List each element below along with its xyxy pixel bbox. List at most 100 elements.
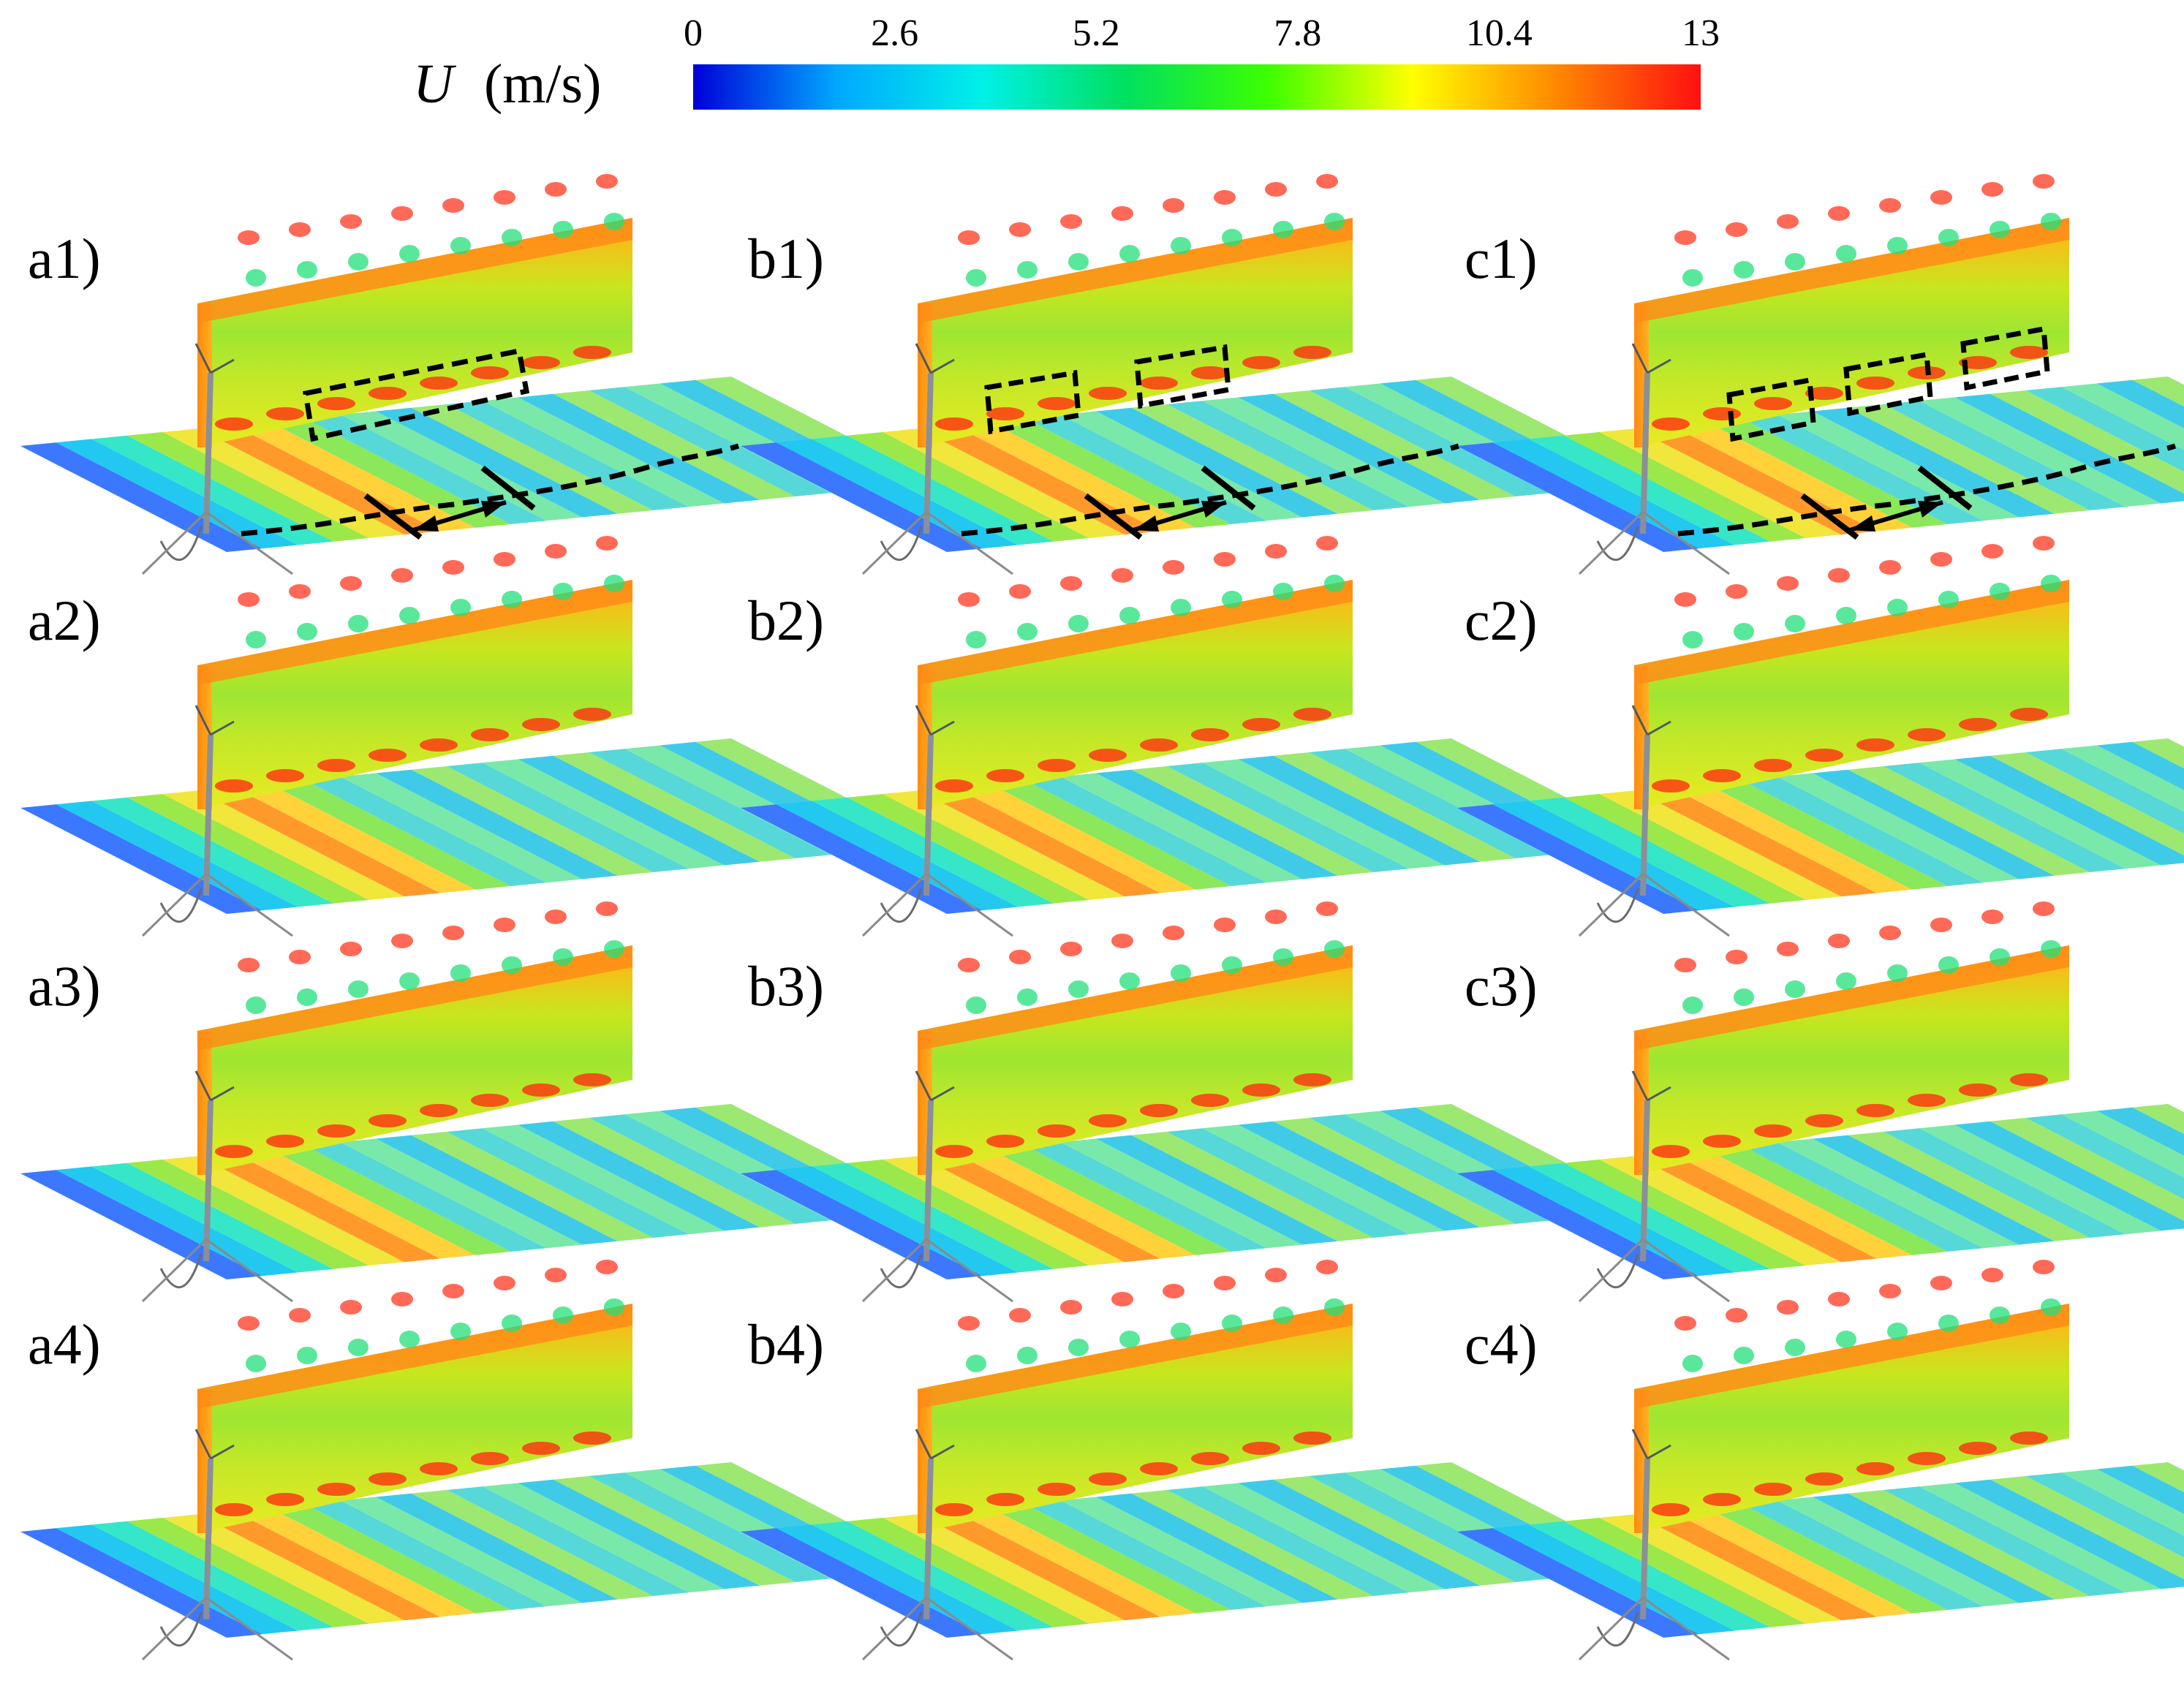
sea-surface-band	[1457, 804, 1699, 914]
turbine-blade	[915, 1429, 932, 1459]
top-vortex-mark	[1981, 1268, 2003, 1282]
mooring-line	[926, 1238, 1013, 1303]
sea-surface-band	[304, 1500, 547, 1610]
sea-surface-band	[233, 1149, 476, 1259]
sea-surface-band	[1167, 763, 1409, 872]
wake-core-mark	[1273, 1306, 1293, 1324]
wake-core-mark	[502, 1315, 522, 1332]
wake-core-mark	[297, 1347, 317, 1364]
tip-vortex-mark	[1703, 769, 1741, 782]
wake-core-mark	[1324, 1298, 1345, 1316]
tip-vortex-mark	[1754, 759, 1792, 772]
turbine-blade	[915, 1070, 932, 1101]
tip-vortex-mark	[986, 1135, 1024, 1148]
top-vortex-mark	[1111, 206, 1133, 221]
sea-surface-band	[1274, 1476, 1516, 1586]
panel-label: b1)	[748, 227, 824, 290]
mooring-line	[141, 872, 208, 937]
sea-surface-plane	[741, 1104, 1658, 1279]
top-vortex-mark	[545, 544, 567, 559]
mooring-line	[861, 1238, 928, 1303]
panel-label: a2)	[28, 589, 101, 652]
mooring-line	[926, 510, 1013, 575]
tip-vortex-mark	[1908, 1094, 1946, 1107]
turbine-tower	[203, 1100, 214, 1262]
top-vortex-mark	[596, 901, 618, 916]
sea-surface-band	[447, 401, 689, 510]
sea-surface-band	[1131, 766, 1374, 876]
top-vortex-mark	[238, 1316, 260, 1331]
panel-c2: c2)	[1457, 536, 2184, 937]
sea-surface-band	[126, 794, 369, 904]
top-vortex-mark	[545, 909, 567, 924]
panel-label: b4)	[748, 1312, 824, 1376]
tip-vortex-mark	[2010, 708, 2048, 721]
sea-surface-band	[2025, 1114, 2184, 1200]
top-vortex-mark	[596, 174, 618, 189]
sea-surface-band	[198, 787, 440, 897]
top-vortex-mark	[545, 182, 567, 197]
sea-surface-band	[2132, 1104, 2184, 1135]
top-vortex-mark	[1930, 190, 1952, 205]
tip-vortex-mark	[317, 1483, 355, 1496]
mooring-line	[1642, 1596, 1730, 1661]
wake-plane-surface	[918, 945, 1353, 1175]
sea-surface-band	[1528, 1162, 1770, 1273]
turbine-blade	[1647, 720, 1671, 736]
mooring-line	[205, 1596, 293, 1661]
wake-core-mark	[297, 261, 317, 279]
mooring-line	[159, 526, 203, 561]
top-vortex-mark	[1265, 182, 1287, 197]
top-vortex-mark	[1214, 1276, 1236, 1290]
wake-core-mark	[348, 253, 369, 271]
wake-core-mark	[246, 1355, 266, 1372]
sea-surface-band	[1309, 1114, 1552, 1224]
wake-core-mark	[604, 940, 624, 958]
sea-surface-plane	[20, 738, 937, 914]
tip-vortex-mark	[420, 738, 458, 752]
arrow-head	[413, 515, 439, 532]
wake-core-mark	[1324, 940, 1345, 958]
sea-surface-band	[1706, 1504, 1948, 1614]
wake-core-mark	[1119, 1331, 1140, 1348]
dashed-box	[1843, 351, 1933, 417]
tip-vortex-mark	[1089, 1114, 1127, 1127]
sea-surface-band	[2061, 1111, 2184, 1178]
wind-turbine	[141, 1429, 293, 1661]
dashed-box	[303, 347, 530, 442]
wake-core-mark	[1887, 237, 1908, 254]
tip-vortex-mark	[1959, 1442, 1997, 1455]
sea-surface-band	[2061, 745, 2184, 812]
wavelength-tick	[1201, 465, 1256, 511]
turbine-tower	[1640, 372, 1650, 534]
top-vortex-mark	[1111, 568, 1133, 583]
tip-vortex-mark	[1089, 387, 1127, 400]
wake-core-mark	[502, 229, 522, 246]
sea-surface-band	[953, 1507, 1196, 1617]
top-vortex-mark	[1316, 174, 1338, 189]
turbine-blade	[210, 1444, 235, 1460]
tip-vortex-mark	[1242, 1442, 1280, 1455]
wake-core-mark	[2041, 1298, 2061, 1316]
wake-plane-surface	[1634, 1304, 2069, 1533]
sea-surface-band	[91, 797, 333, 907]
freestream-region	[1634, 580, 2069, 685]
tip-vortex-mark	[1191, 366, 1229, 379]
sea-surface-band	[56, 439, 298, 549]
turbine-tower	[923, 734, 934, 896]
sea-surface-band	[1848, 1490, 2090, 1600]
top-vortex-mark	[545, 1268, 567, 1282]
annotation-group	[961, 344, 1460, 540]
top-vortex-mark	[1009, 1308, 1031, 1323]
sea-surface-band	[989, 1146, 1231, 1255]
top-vortex-mark	[1214, 190, 1236, 205]
top-vortex-mark	[391, 934, 413, 948]
top-vortex-mark	[442, 198, 464, 213]
tip-vortex-mark	[1038, 1124, 1076, 1138]
mooring-line	[861, 872, 928, 937]
wake-core-mark	[502, 591, 522, 608]
sea-surface-band	[20, 1528, 262, 1638]
mooring-line	[159, 888, 203, 923]
sea-surface-band	[1131, 1132, 1374, 1241]
sea-surface-band	[482, 397, 725, 507]
